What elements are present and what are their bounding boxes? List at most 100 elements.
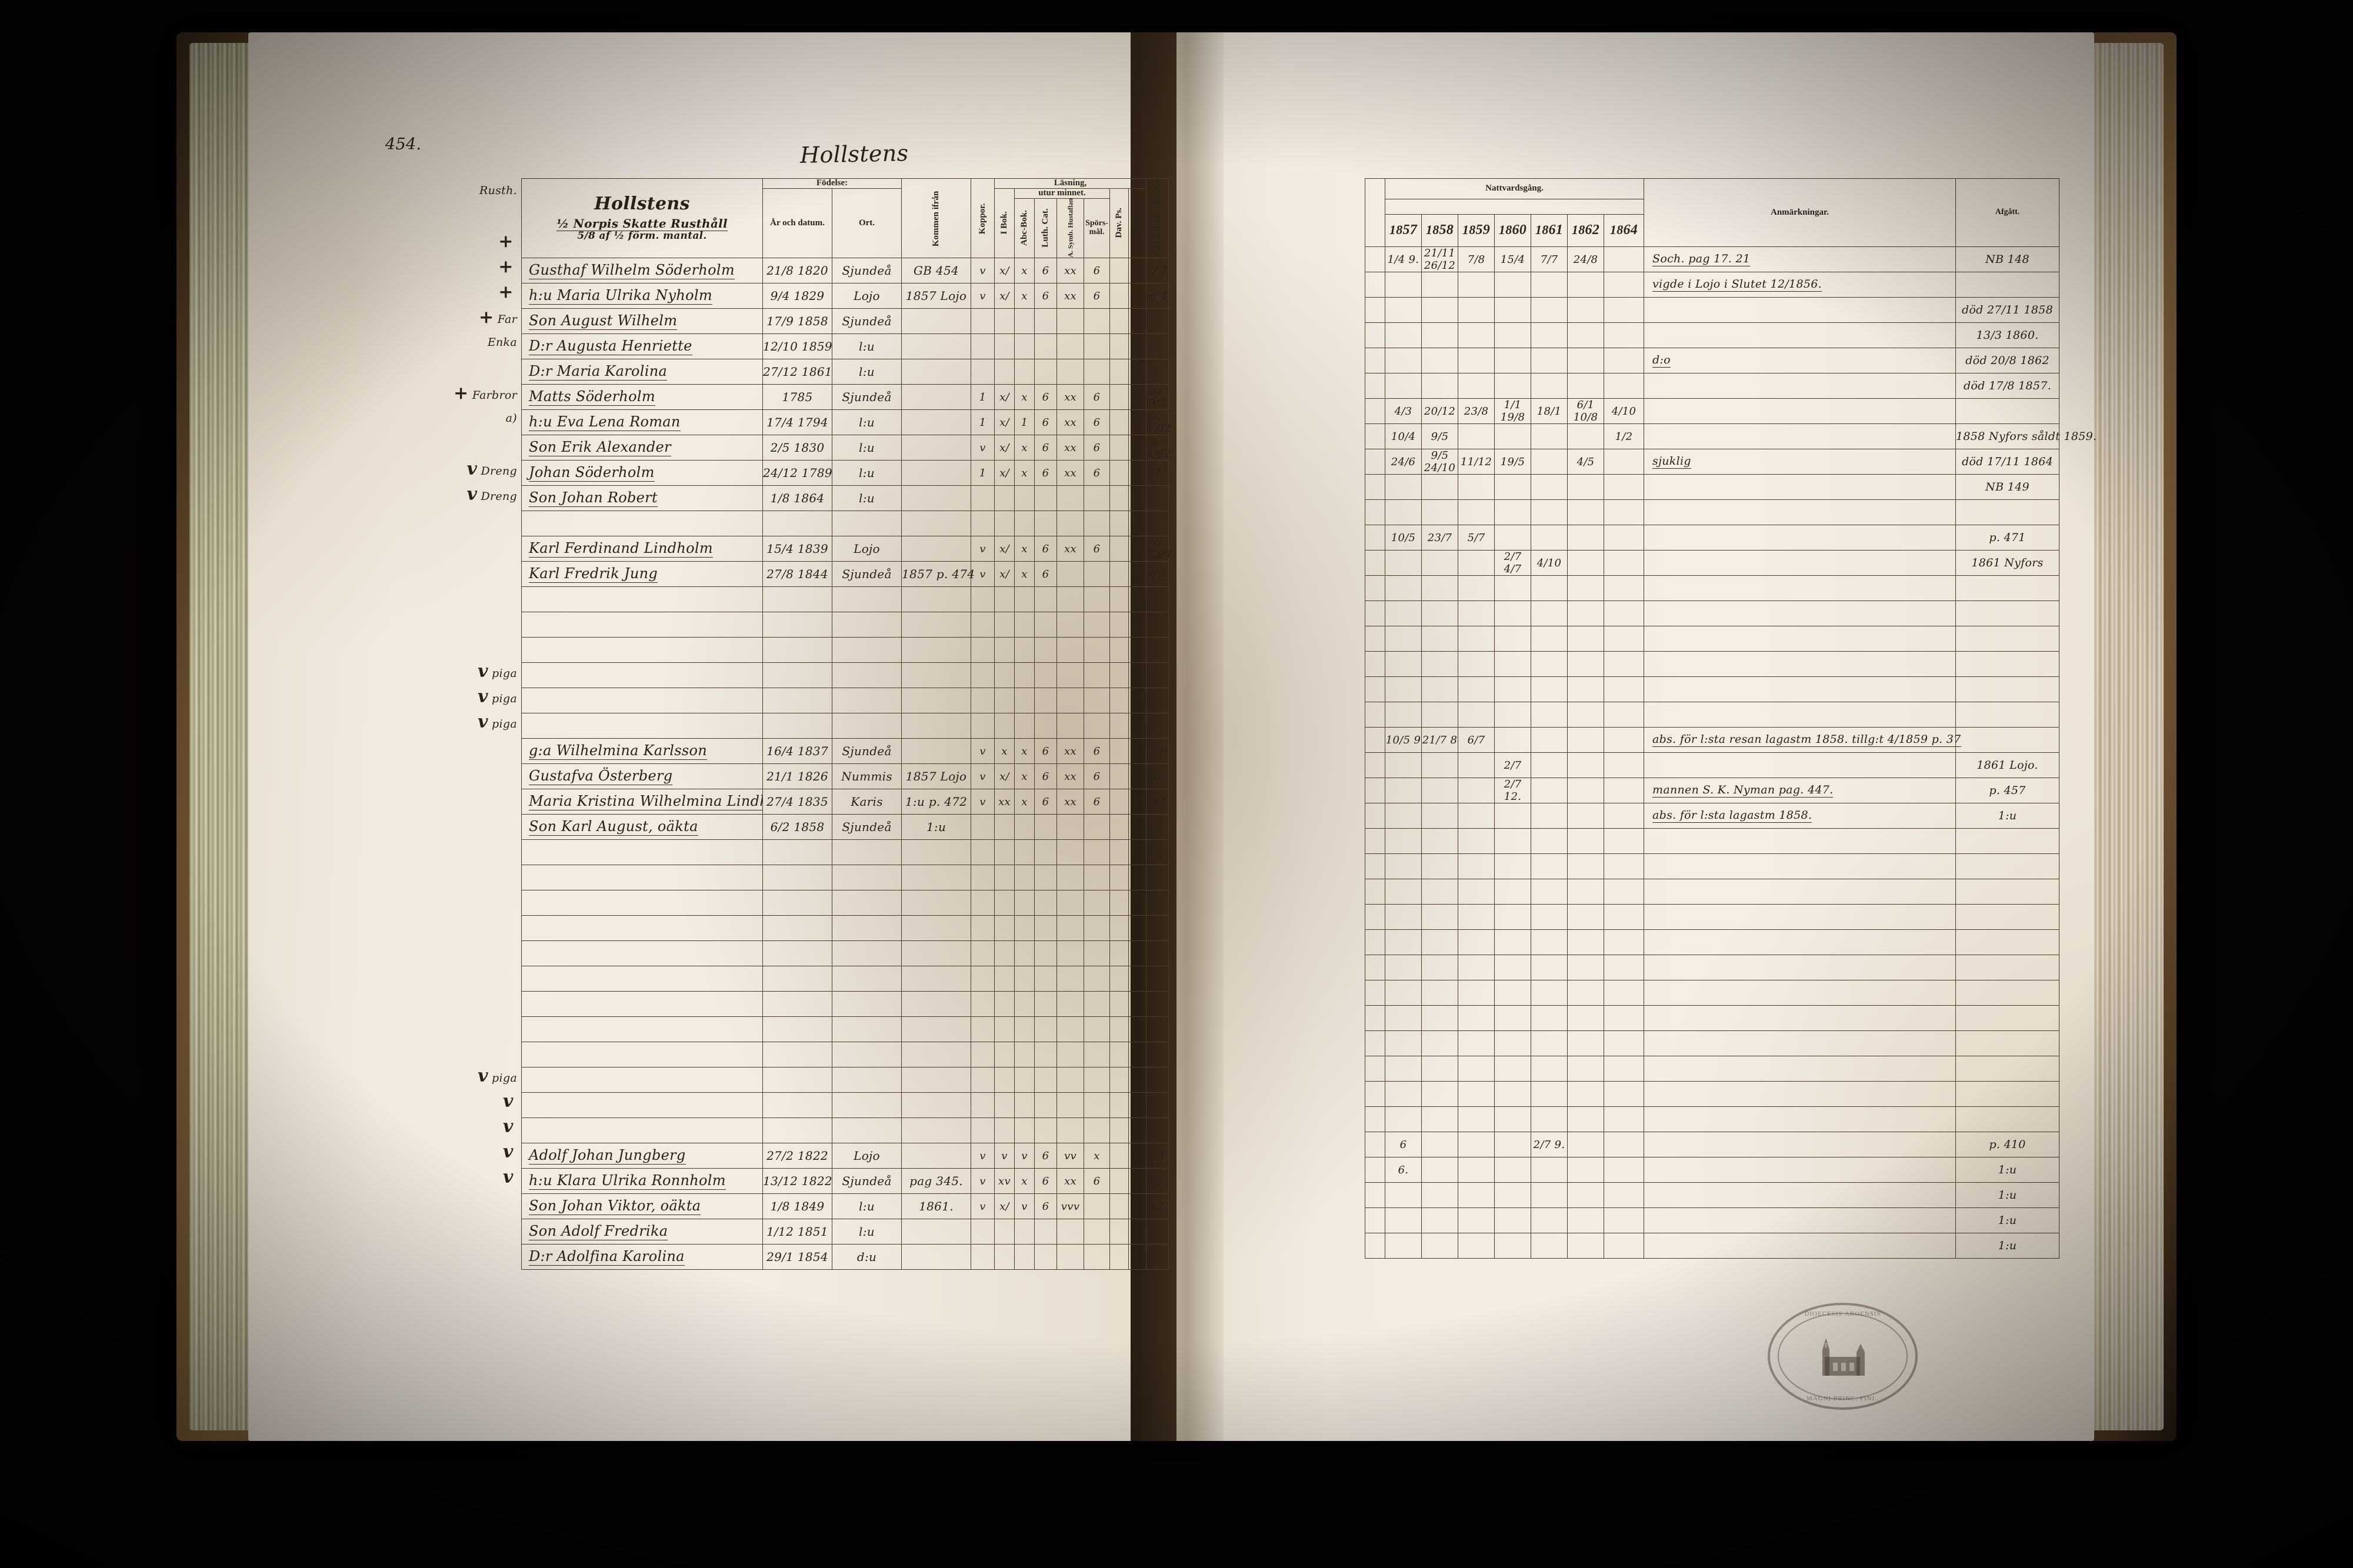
cell-davps	[1109, 359, 1129, 385]
cell-remarks	[1644, 752, 1957, 778]
cell-name: Son Johan Viktor, oäkta	[521, 1193, 763, 1220]
cell-departed: 1:u	[1955, 1233, 2060, 1259]
cell-luthcat	[1034, 713, 1058, 739]
cell-forstar	[1128, 915, 1147, 942]
cell-luthcat	[1034, 940, 1058, 967]
cell-birth-date	[762, 637, 832, 663]
cell-communion-1859	[1458, 1081, 1495, 1107]
cell-communion-1857: 1/4 9.	[1385, 246, 1422, 272]
cell-davps	[1109, 688, 1129, 714]
col-header-forstar: Förstår	[1128, 188, 1146, 258]
cell-tick	[1365, 322, 1385, 348]
cell-departed: p. 410	[1955, 1132, 2060, 1157]
cell-remarks	[1644, 879, 1957, 905]
cell-communion-1860	[1494, 1106, 1531, 1132]
cell-communion-1861	[1531, 929, 1568, 955]
cell-came-from	[901, 966, 972, 992]
cell-spors	[1084, 485, 1111, 512]
register-row: Son August Wilhelm 17/9 1858 Sjundeå	[521, 308, 1169, 335]
cell-vid	[1146, 1042, 1169, 1068]
farm-title: Hollstens	[799, 140, 909, 168]
cell-birth-place: Sjundeå	[831, 738, 902, 765]
register-row	[521, 586, 1169, 613]
cell-birth-date	[762, 1016, 832, 1043]
cell-luthcat	[1034, 359, 1058, 385]
cell-came-from: GB 454	[901, 258, 972, 284]
cell-abcbok: x	[1014, 1168, 1035, 1195]
cell-birth-place: l:u	[831, 485, 902, 512]
cell-name	[521, 890, 763, 916]
cell-tick	[1365, 246, 1385, 272]
cell-communion-1859	[1458, 803, 1495, 829]
cell-davps	[1109, 561, 1129, 588]
cell-vid	[1146, 915, 1169, 942]
cell-communion-1858	[1421, 1030, 1458, 1056]
register-row: Son Karl August, oäkta 6/2 1858 Sjundeå 1:u	[521, 814, 1169, 840]
register-row: g:a Wilhelmina Karlsson 16/4 1837 Sjundeå v…	[521, 738, 1169, 765]
register-row	[521, 991, 1169, 1017]
cell-davps	[1109, 536, 1129, 562]
cell-spors	[1084, 308, 1111, 335]
cell-davps	[1109, 662, 1129, 689]
cell-came-from	[901, 1219, 972, 1245]
cell-koppor: v	[971, 536, 995, 562]
cell-forstar	[1128, 940, 1147, 967]
margin-note	[400, 861, 521, 886]
margin-note	[400, 633, 521, 659]
cell-birth-date: 27/4 1835	[762, 789, 832, 815]
col-header-abcbok: Abc-Bok.	[1014, 198, 1035, 258]
cell-communion-1859	[1458, 575, 1495, 601]
cell-name: Matts Söderholm	[521, 384, 763, 411]
cell-communion-1864	[1603, 550, 1645, 576]
cell-ibok	[994, 1244, 1015, 1270]
cell-luthcat: 6	[1034, 763, 1058, 790]
cell-communion-1857	[1385, 1056, 1422, 1082]
cell-communion-1864	[1603, 853, 1645, 879]
cell-luthcat	[1034, 586, 1058, 613]
cell-luthcat	[1034, 1092, 1058, 1119]
cell-davps	[1109, 814, 1129, 840]
cell-vid	[1146, 688, 1169, 714]
cell-communion-1864	[1603, 499, 1645, 525]
cell-communion-1862: 6/1 10/8	[1567, 398, 1604, 424]
cell-koppor	[971, 688, 995, 714]
communion-row: 10/4 9/5 1/2 1858 Nyfors såldt 1859.	[1365, 423, 2097, 449]
cell-birth-place	[831, 662, 902, 689]
cell-birth-date: 27/12 1861	[762, 359, 832, 385]
cell-communion-1859	[1458, 1233, 1495, 1259]
cell-tick	[1365, 1157, 1385, 1183]
cell-abcbok: x	[1014, 536, 1035, 562]
communion-row: 2/7 1861 Lojo.	[1365, 752, 2060, 778]
cell-communion-1862	[1567, 853, 1604, 879]
cell-asymb: xx	[1056, 1168, 1085, 1195]
cell-remarks	[1644, 1005, 1957, 1031]
cell-departed	[1955, 575, 2060, 601]
cell-communion-1857	[1385, 499, 1422, 525]
cell-communion-1860	[1494, 904, 1531, 930]
cell-communion-1861: 4/10	[1531, 550, 1568, 576]
cell-vid	[1146, 511, 1169, 537]
communion-row	[1365, 499, 2060, 525]
cell-communion-1857	[1385, 879, 1422, 905]
col-header-koppor: Koppor.	[971, 178, 995, 258]
cell-communion-1862	[1567, 550, 1604, 576]
cell-abcbok: v	[1014, 1193, 1035, 1220]
cell-tick	[1365, 398, 1385, 424]
cell-communion-1858: 9/5 24/10	[1421, 449, 1458, 475]
cell-remarks	[1644, 955, 1957, 980]
register-row	[521, 1016, 1169, 1043]
cell-forstar	[1128, 839, 1147, 866]
cell-communion-1861: 2/7 9.	[1531, 1132, 1568, 1157]
cell-communion-1862	[1567, 297, 1604, 323]
col-header-year: År och datum.	[762, 188, 832, 259]
cell-communion-1860: 15/4	[1494, 246, 1531, 272]
cell-communion-1862	[1567, 348, 1604, 373]
cell-communion-1864	[1603, 1233, 1645, 1259]
cell-birth-date	[762, 839, 832, 866]
cell-communion-1859	[1458, 1207, 1495, 1233]
cell-abcbok: x	[1014, 283, 1035, 309]
cell-came-from	[901, 384, 972, 411]
col-group-reading: Läsning,	[994, 178, 1147, 189]
archive-stamp: DIOECESIS ABOENSIS MAGNI PRINC. FINL.	[1768, 1303, 1918, 1410]
cell-name: Johan Söderholm	[521, 460, 763, 486]
